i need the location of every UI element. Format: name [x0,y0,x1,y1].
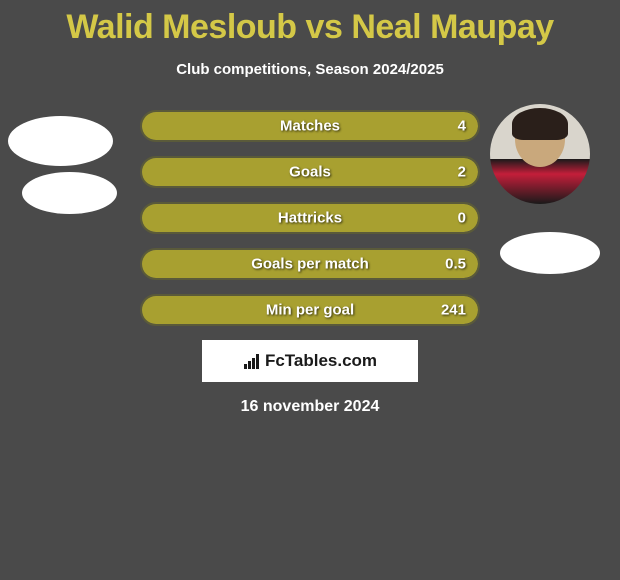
chart-icon [243,352,261,370]
stat-label: Hattricks [278,210,342,227]
stat-row-matches: Matches 4 [140,110,480,142]
stats-bars: Matches 4 Goals 2 Hattricks 0 Goals per … [140,108,480,326]
player1-avatar [8,116,113,166]
stat-row-min-per-goal: Min per goal 241 [140,294,480,326]
stat-row-hattricks: Hattricks 0 [140,202,480,234]
player2-club-badge [500,232,600,274]
stat-label: Matches [280,118,340,135]
vs-label: vs [306,8,343,46]
source-logo: FcTables.com [202,340,418,382]
stat-value-right: 241 [441,302,466,319]
stat-value-right: 0 [458,210,466,227]
stat-value-right: 0.5 [445,256,466,273]
stat-label: Goals per match [251,256,369,273]
stat-label: Goals [289,164,331,181]
snapshot-date: 16 november 2024 [0,398,620,416]
source-text: FcTables.com [265,351,377,371]
stat-value-right: 4 [458,118,466,135]
content-area: Matches 4 Goals 2 Hattricks 0 Goals per … [0,108,620,416]
stat-row-goals-per-match: Goals per match 0.5 [140,248,480,280]
player2-avatar [490,104,590,204]
comparison-title: Walid Mesloub vs Neal Maupay [0,0,620,47]
player1-name: Walid Mesloub [66,8,296,46]
stat-value-right: 2 [458,164,466,181]
player1-club-badge [22,172,117,214]
subtitle: Club competitions, Season 2024/2025 [0,61,620,78]
stat-label: Min per goal [266,302,354,319]
stat-row-goals: Goals 2 [140,156,480,188]
player2-name: Neal Maupay [351,8,553,46]
